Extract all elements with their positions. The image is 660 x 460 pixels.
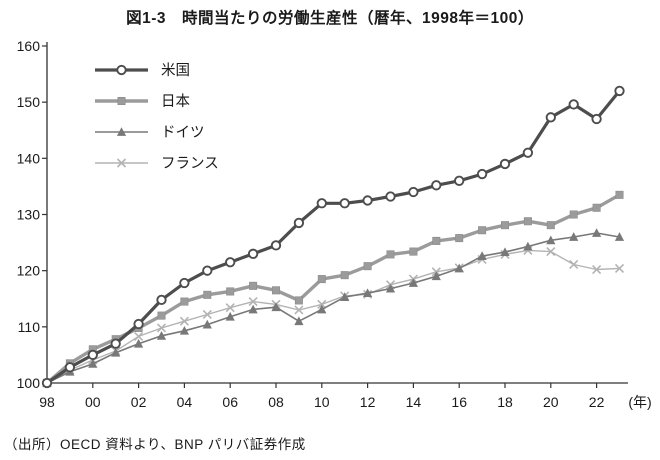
x-tick-label: 14 <box>406 394 422 410</box>
x-tick-label: 02 <box>131 394 147 410</box>
legend-label: 日本 <box>161 93 190 110</box>
x-tick-label: 12 <box>360 394 376 410</box>
x-tick-label: 18 <box>497 394 513 410</box>
series-2-filled-triangle <box>42 228 625 387</box>
legend-label: フランス <box>161 156 219 172</box>
series-3-x-cross <box>42 245 625 388</box>
legend-item-3: フランス <box>95 156 219 172</box>
x-tick-label: 22 <box>589 394 605 410</box>
y-tick-label: 150 <box>17 94 41 110</box>
series-1-filled-square <box>42 190 624 387</box>
series-line <box>46 232 620 384</box>
legend-label: ドイツ <box>161 125 205 141</box>
series-line <box>46 249 620 384</box>
legend-item-2: ドイツ <box>95 125 205 141</box>
series-line <box>45 193 621 385</box>
x-tick-label: 10 <box>314 394 330 410</box>
axes: 100 110 120 130 140 150 160 98 00 02 04 06 08 10 12 14 1… <box>17 38 652 410</box>
x-tick-label: 04 <box>177 394 193 410</box>
series-markers <box>42 228 625 387</box>
x-unit-label: (年) <box>628 394 651 410</box>
y-tick-label: 130 <box>17 207 41 223</box>
legend-item-0: 米国 <box>95 62 190 79</box>
x-tick-label: 08 <box>268 394 284 410</box>
chart-title: 図1-3 時間当たりの労働生産性（暦年、1998年＝100） <box>126 10 534 27</box>
legend-label: 米国 <box>161 62 190 79</box>
x-tick-label: 00 <box>85 394 101 410</box>
y-tick-label: 110 <box>18 319 41 335</box>
source-note: （出所）OECD 資料より、BNP パリバ証券作成 <box>4 437 306 452</box>
y-tick-label: 140 <box>17 150 41 166</box>
x-tick-label: 06 <box>222 394 238 410</box>
y-tick-label: 100 <box>17 375 41 391</box>
y-tick-label: 120 <box>17 263 41 279</box>
x-tick-label: 98 <box>39 394 55 410</box>
legend-item-1: 日本 <box>95 93 190 110</box>
series-markers <box>42 190 624 387</box>
series-markers <box>42 245 625 388</box>
x-tick-label: 20 <box>543 394 559 410</box>
series-markers <box>41 85 625 389</box>
series-line <box>46 89 621 385</box>
series-0-open-circle <box>41 85 625 389</box>
y-tick-label: 160 <box>17 38 41 54</box>
x-tick-label: 16 <box>451 394 467 410</box>
line-chart: 100 110 120 130 140 150 160 98 00 02 04 06 08 10 12 14 1… <box>17 38 652 410</box>
